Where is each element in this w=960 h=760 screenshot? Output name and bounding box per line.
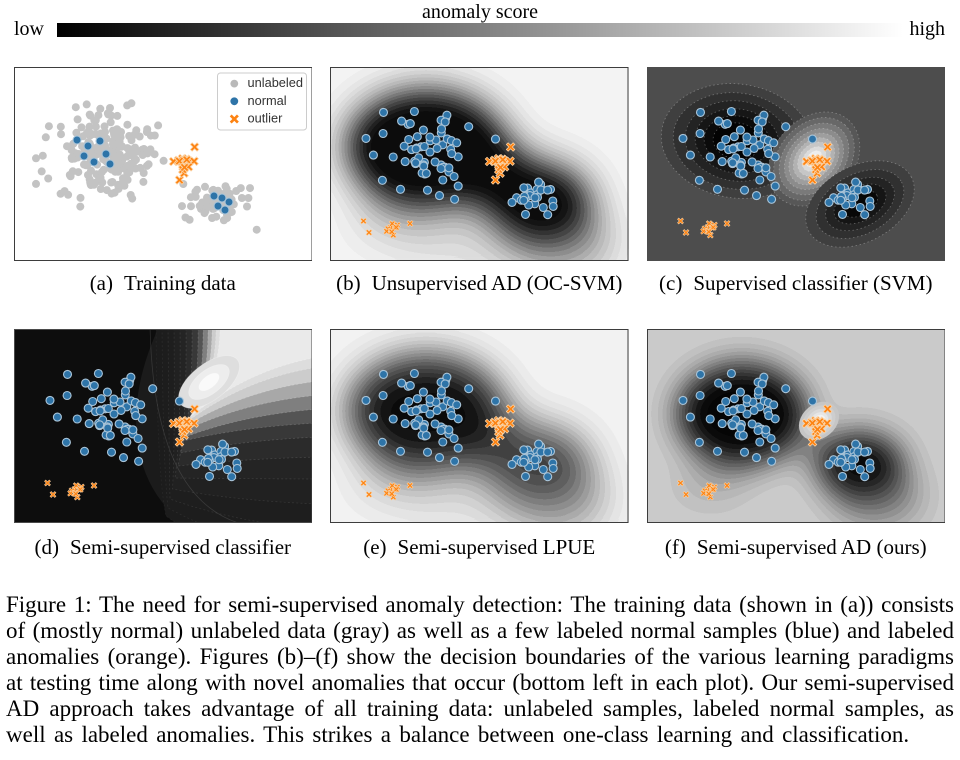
svg-text:outlier: outlier [247, 111, 283, 126]
svg-text:unlabeled: unlabeled [247, 75, 303, 90]
svg-text:normal: normal [247, 93, 286, 108]
